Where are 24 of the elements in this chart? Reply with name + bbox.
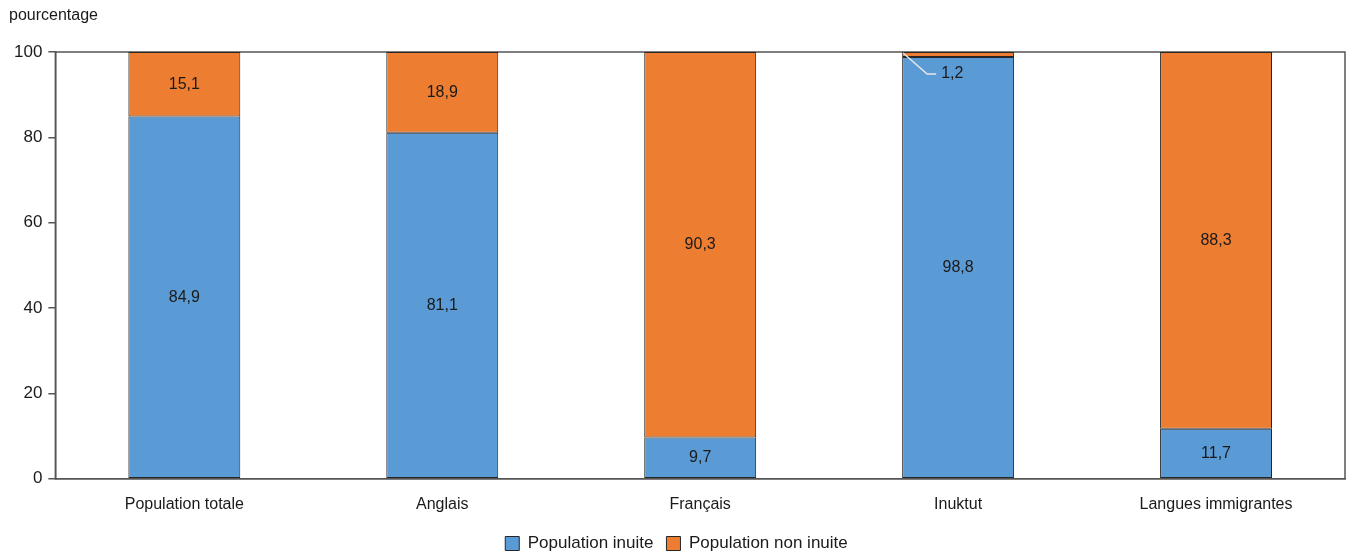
data-label: 18,9 (426, 82, 458, 100)
data-label: 1,2 (941, 64, 964, 82)
y-tick-label: 80 (23, 127, 43, 147)
x-tick-label: Inuktut (934, 494, 983, 512)
data-label: 90,3 (684, 235, 716, 253)
y-tick-label: 100 (13, 41, 43, 61)
x-tick-label: Français (669, 494, 731, 512)
x-tick-label: Langues immigrantes (1139, 494, 1293, 512)
data-label: 11,7 (1201, 443, 1232, 461)
data-label: 15,1 (168, 74, 200, 92)
legend-label: Population inuite (527, 533, 654, 553)
legend-label: Population non inuite (688, 533, 848, 553)
x-tick-label: Population totale (124, 494, 245, 512)
y-tick-label: 40 (23, 297, 43, 317)
y-axis-title: pourcentage (9, 6, 98, 24)
x-tick-label: Anglais (416, 494, 469, 512)
y-tick-label: 0 (32, 468, 43, 488)
data-label: 84,9 (168, 287, 200, 305)
y-tick-label: 60 (23, 212, 43, 232)
y-tick-label: 20 (23, 383, 43, 403)
data-label: 9,7 (689, 448, 712, 466)
data-label: 81,1 (426, 295, 458, 313)
data-label: 88,3 (1200, 230, 1232, 248)
data-label: 98,8 (942, 257, 974, 275)
